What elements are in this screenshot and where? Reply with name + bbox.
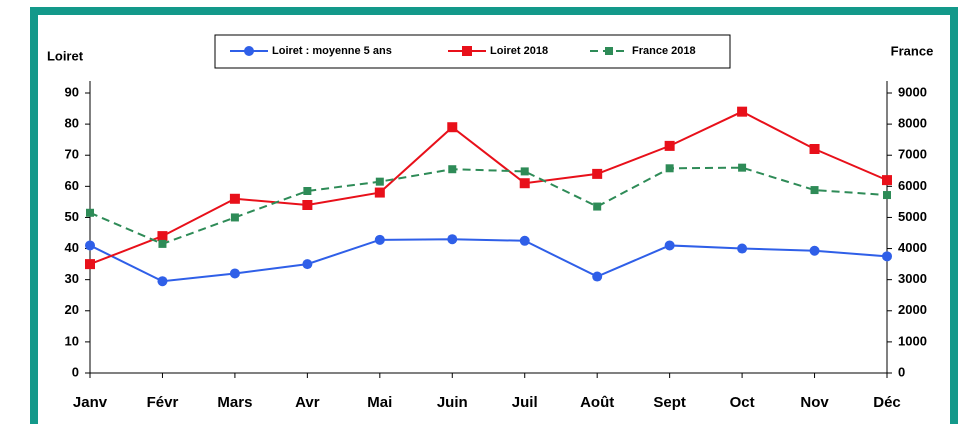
y2-tick-label: 7000	[898, 147, 927, 162]
point	[520, 167, 529, 176]
point	[665, 164, 674, 173]
legend-marker	[244, 46, 254, 56]
legend-label: Loiret 2018	[490, 45, 548, 57]
point	[664, 140, 675, 151]
point	[447, 234, 458, 245]
y2-tick-label: 0	[898, 364, 905, 379]
y2-tick-label: 9000	[898, 84, 927, 99]
y-tick-label: 80	[65, 116, 79, 131]
x-tick-label: Mars	[217, 394, 252, 411]
point	[85, 240, 95, 251]
y-tick-label: 50	[65, 209, 79, 224]
y-tick-label: 20	[65, 302, 79, 317]
point	[85, 259, 95, 270]
y-tick-label: 10	[65, 333, 79, 348]
series-line	[89, 110, 888, 266]
y-tick-label: 70	[65, 147, 79, 162]
series-line	[89, 238, 888, 283]
y-tick-label: 60	[65, 178, 79, 193]
x-tick-label: Janv	[73, 394, 108, 411]
legend-label: France 2018	[632, 45, 696, 57]
point	[593, 202, 602, 211]
point	[86, 208, 94, 217]
x-tick-label: Juin	[437, 394, 468, 411]
y2-tick-label: 6000	[898, 178, 927, 193]
y2-tick-label: 1000	[898, 333, 927, 348]
point	[302, 259, 313, 270]
point	[303, 187, 312, 195]
point	[448, 165, 457, 174]
point	[882, 175, 892, 186]
y-tick-label: 30	[65, 271, 79, 286]
point	[157, 231, 168, 242]
point	[737, 106, 748, 117]
point	[592, 168, 603, 179]
point	[883, 191, 891, 200]
y2-tick-label: 4000	[898, 240, 927, 255]
point	[230, 213, 239, 222]
y2-tick-label: 2000	[898, 302, 927, 317]
point	[447, 122, 458, 133]
y2-tick-label: 5000	[898, 209, 927, 224]
x-tick-label: Avr	[295, 394, 320, 411]
series-line	[89, 166, 888, 245]
legend-marker	[462, 46, 472, 56]
point	[302, 200, 313, 210]
y2-tick-label: 8000	[898, 116, 927, 131]
point	[375, 177, 384, 186]
point	[229, 268, 240, 279]
point	[809, 144, 820, 154]
x-tick-label: Févr	[147, 394, 179, 411]
frame	[30, 7, 958, 424]
point	[592, 271, 603, 282]
x-tick-label: Oct	[730, 394, 755, 411]
legend-label: Loiret : moyenne 5 ans	[272, 45, 392, 57]
point	[374, 187, 385, 198]
point	[738, 163, 747, 172]
point	[157, 276, 168, 287]
y2-axis-title: France	[891, 43, 934, 58]
x-tick-label: Août	[580, 394, 614, 411]
point	[809, 245, 820, 256]
point	[882, 251, 892, 262]
point	[229, 193, 240, 204]
y-tick-label: 40	[65, 240, 79, 255]
point	[519, 235, 530, 246]
y-tick-label: 0	[72, 364, 79, 379]
legend-marker	[605, 47, 613, 55]
x-tick-label: Nov	[800, 394, 829, 411]
x-tick-label: Sept	[653, 394, 686, 411]
y-tick-label: 90	[65, 84, 79, 99]
y-axis-title: Loiret	[47, 48, 84, 63]
point	[810, 186, 819, 195]
point	[519, 178, 530, 189]
y2-tick-label: 3000	[898, 271, 927, 286]
x-tick-label: Mai	[367, 394, 392, 411]
point	[158, 239, 167, 248]
x-tick-label: Déc	[873, 394, 901, 411]
point	[737, 243, 748, 254]
point	[664, 240, 675, 251]
point	[374, 234, 385, 245]
x-tick-label: Juil	[512, 394, 538, 411]
